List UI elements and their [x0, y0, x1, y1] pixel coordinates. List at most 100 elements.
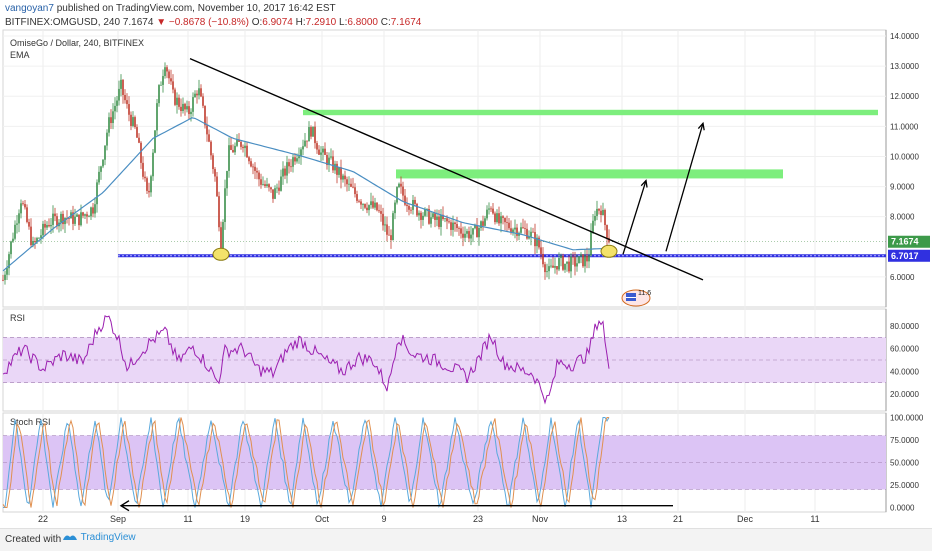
- candle-body: [420, 212, 422, 220]
- support-price-tag-bg: [888, 249, 930, 262]
- candle-body: [80, 212, 82, 226]
- author-name[interactable]: vangoyan7: [5, 3, 54, 14]
- candle-body: [92, 207, 94, 214]
- candle-body: [484, 218, 486, 226]
- candle-body: [56, 216, 58, 227]
- candle-body: [322, 148, 324, 153]
- tradingview-brand: TradingView: [80, 532, 136, 543]
- candle-body: [184, 103, 186, 110]
- candle-body: [524, 228, 526, 229]
- candle-body: [218, 196, 220, 228]
- candle-body: [104, 145, 106, 160]
- candle-body: [154, 130, 156, 153]
- candle-body: [178, 97, 180, 107]
- candle-body: [486, 209, 488, 219]
- x-tick-label: 22: [38, 514, 48, 524]
- candle-body: [348, 183, 350, 185]
- rsi-tick-label: 80.0000: [890, 322, 919, 331]
- candle-body: [430, 217, 432, 224]
- candle-body: [24, 204, 26, 208]
- candle-body: [18, 213, 20, 224]
- candle-body: [436, 216, 438, 220]
- candle-body: [36, 238, 38, 243]
- candle-body: [20, 203, 22, 214]
- candle-body: [132, 117, 134, 126]
- stoch-tick-label: 100.0000: [890, 414, 924, 423]
- candle-body: [532, 231, 534, 233]
- x-tick-label: Oct: [315, 514, 330, 524]
- candle-body: [570, 256, 572, 272]
- candle-body: [136, 127, 138, 138]
- candle-body: [258, 172, 260, 180]
- candle-body: [150, 176, 152, 193]
- candle-body: [392, 213, 394, 241]
- candle-body: [190, 111, 192, 115]
- x-tick-label: Sep: [110, 514, 126, 524]
- candle-body: [362, 204, 364, 205]
- candle-body: [232, 149, 234, 153]
- close-value: 7.1674: [390, 17, 422, 28]
- candle-body: [510, 228, 512, 233]
- candle-body: [326, 154, 328, 166]
- candle-body: [22, 203, 24, 205]
- target-arrow: [622, 180, 647, 255]
- candle-body: [552, 265, 554, 268]
- candle-body: [334, 163, 336, 171]
- candle-body: [298, 156, 300, 159]
- down-arrow-icon: ▼: [156, 17, 167, 28]
- candle-body: [38, 237, 40, 239]
- candle-body: [292, 157, 294, 167]
- candle-body: [378, 210, 380, 212]
- candle-body: [374, 202, 376, 208]
- candle-body: [444, 218, 446, 220]
- candle-body: [112, 111, 114, 124]
- candle-body: [354, 187, 356, 195]
- stoch-tick-label: 75.0000: [890, 436, 919, 445]
- candle-body: [394, 202, 396, 214]
- candle-body: [500, 216, 502, 224]
- candle-body: [542, 253, 544, 265]
- candle-body: [290, 166, 292, 168]
- x-tick-label: 13: [617, 514, 627, 524]
- candle-body: [162, 76, 164, 85]
- candle-body: [302, 146, 304, 150]
- published-text: published on TradingView.com, November 1…: [56, 3, 336, 14]
- arrow-head-icon: [697, 121, 705, 131]
- candle-body: [84, 214, 86, 216]
- candle-body: [506, 222, 508, 223]
- candle-body: [426, 208, 428, 210]
- candle-body: [106, 132, 108, 146]
- candle-body: [566, 261, 568, 264]
- candle-body: [172, 81, 174, 90]
- candle-body: [480, 221, 482, 228]
- candle-body: [574, 257, 576, 267]
- stoch-tick-label: 0.0000: [890, 504, 915, 513]
- candle-body: [438, 216, 440, 227]
- candle-body: [592, 220, 594, 232]
- tradingview-link[interactable]: TradingView: [62, 532, 136, 543]
- open-label: O:: [251, 17, 263, 28]
- candle-body: [234, 145, 236, 153]
- candle-body: [580, 254, 582, 257]
- candle-body: [82, 212, 84, 216]
- candle-body: [320, 152, 322, 155]
- candle-body: [452, 222, 454, 230]
- candle-body: [228, 145, 230, 171]
- candle-body: [308, 127, 310, 142]
- candle-body: [224, 188, 226, 223]
- candle-body: [556, 266, 558, 270]
- candle-body: [470, 234, 472, 239]
- candle-body: [442, 214, 444, 220]
- stoch-tick-label: 25.0000: [890, 481, 919, 490]
- candle-body: [202, 96, 204, 106]
- candle-body: [366, 207, 368, 211]
- candle-body: [46, 225, 48, 228]
- candle-body: [516, 227, 518, 236]
- candle-body: [388, 234, 390, 236]
- candle-body: [460, 228, 462, 234]
- candle-body: [42, 223, 44, 236]
- chart-canvas[interactable]: 22 Sep 11 19 Oct 9 23 Nov 13 21 Dec 11 14.0000 13.000…: [0, 0, 932, 528]
- candle-body: [252, 166, 254, 168]
- candle-body: [526, 228, 528, 239]
- candle-body: [336, 163, 338, 175]
